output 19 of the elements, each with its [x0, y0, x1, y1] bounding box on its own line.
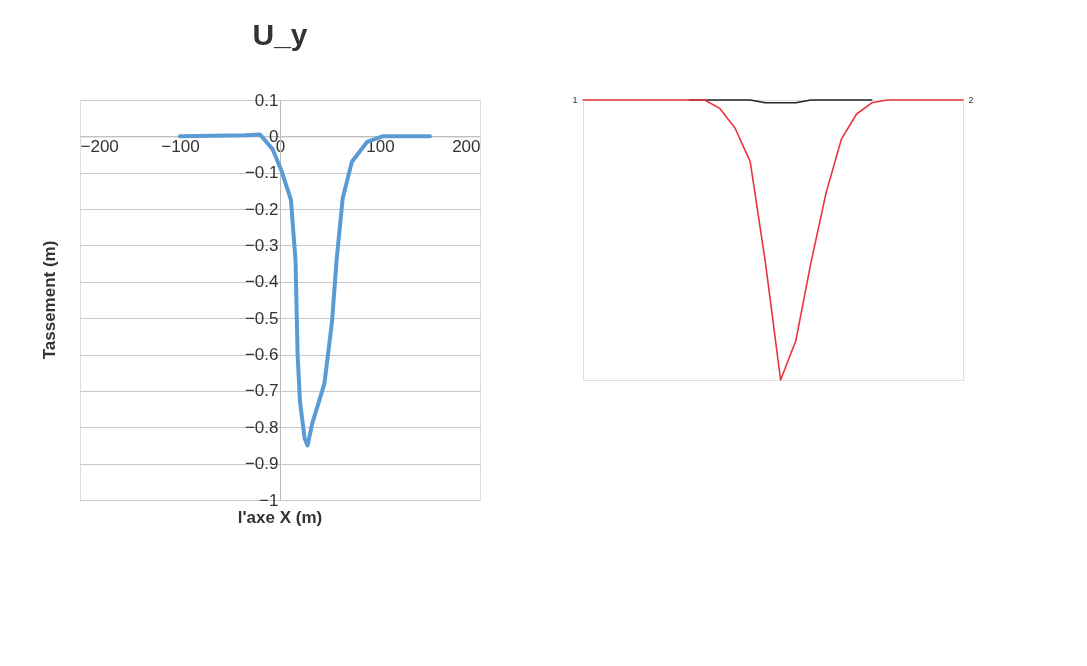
chart-title: U_y	[252, 18, 308, 51]
y-axis-title: Tassement (m)	[40, 240, 59, 360]
text: 1	[572, 95, 578, 105]
y-tick-label: −0.9	[244, 454, 279, 474]
y-tick-label: −0.5	[244, 308, 279, 328]
y-tick-label: −0.2	[244, 199, 279, 219]
y-tick-label: −0.7	[244, 381, 279, 401]
y-tick-label: −0.1	[244, 163, 279, 183]
x-axis-title: l'axe X (m)	[237, 508, 323, 527]
y-tick-label: −0.4	[244, 272, 279, 292]
x-tick-label: 200	[452, 136, 481, 156]
y-tick-label: −0.6	[244, 345, 279, 365]
text: 2	[968, 95, 974, 105]
y-tick-label: −1	[259, 490, 279, 510]
y-tick-label: −0.8	[244, 417, 279, 437]
y-tick-label: 0.1	[254, 90, 279, 110]
x-tick-label: −100	[161, 136, 200, 156]
x-tick-label: −200	[80, 136, 119, 156]
y-tick-label: −0.3	[244, 235, 279, 255]
